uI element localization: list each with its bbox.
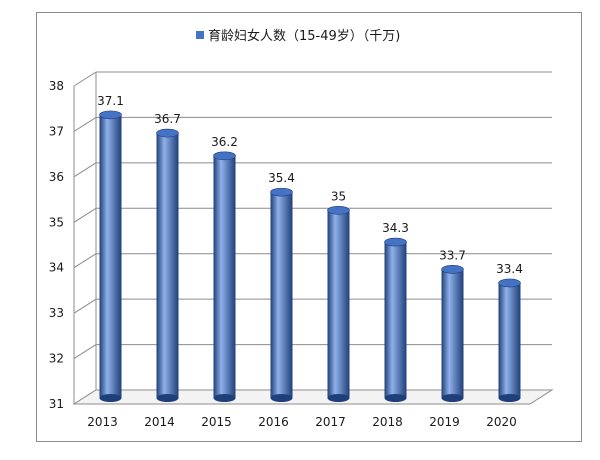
- gridlines: [73, 71, 552, 405]
- chart-frame: [36, 12, 582, 442]
- bar: [327, 205, 350, 402]
- data-labels: 37.1 36.7 36.2 35.4 35 34.3 33.7 33.4: [97, 94, 523, 276]
- gridline-depth: [73, 344, 97, 359]
- x-tick-label: 2015: [201, 415, 232, 429]
- axes: 31 32 33 34 35 36 37 38 2013 2014 2015 2016 2017 2018…: [49, 72, 554, 429]
- bar-cap: [327, 205, 350, 215]
- gridline-depth: [73, 207, 97, 223]
- bar-base: [213, 394, 236, 402]
- bar: [156, 128, 179, 402]
- bar-base: [270, 394, 293, 402]
- x-tick-label: 2016: [258, 415, 289, 429]
- bar-body: [213, 155, 236, 398]
- gridline-depth: [73, 71, 97, 87]
- legend-swatch: [196, 31, 204, 39]
- bar-body: [498, 282, 521, 398]
- bar-cap: [384, 237, 407, 247]
- bar-base: [384, 394, 407, 402]
- x-tick-label: 2018: [372, 415, 403, 429]
- bar: [99, 110, 122, 402]
- bar: [213, 151, 236, 402]
- gridline-depth: [73, 162, 97, 178]
- y-tick-label: 37: [49, 124, 64, 138]
- bar-body: [441, 269, 464, 398]
- y-tick-label: 36: [49, 170, 64, 184]
- bar: [498, 278, 521, 402]
- legend-label: 育龄妇女人数（15-49岁）（千万): [208, 28, 400, 44]
- bar-cap: [270, 187, 293, 197]
- data-label: 34.3: [382, 221, 409, 235]
- bar-base: [498, 394, 521, 402]
- bar-cap: [99, 110, 122, 120]
- data-label: 37.1: [97, 94, 124, 108]
- bar-body: [327, 210, 350, 398]
- data-label: 35.4: [268, 171, 295, 185]
- legend: 育龄妇女人数（15-49岁）（千万): [196, 28, 400, 44]
- bar: [441, 265, 464, 402]
- bar-base: [327, 394, 350, 402]
- bar-body: [99, 114, 122, 398]
- x-tick-label: 2019: [429, 415, 460, 429]
- bar-cap: [213, 151, 236, 161]
- bar-base: [156, 394, 179, 402]
- bar-base: [99, 394, 122, 402]
- y-tick-label: 33: [49, 306, 64, 320]
- bar-body: [384, 242, 407, 398]
- x-tick-label: 2014: [144, 415, 175, 429]
- bar-cap: [498, 278, 521, 288]
- y-tick-label: 35: [49, 215, 64, 229]
- gridline-depth: [73, 253, 97, 269]
- chart-floor: [72, 389, 554, 405]
- data-label: 36.7: [154, 112, 181, 126]
- y-tick-label: 34: [49, 261, 64, 275]
- x-tick-label: 2020: [486, 415, 517, 429]
- data-label: 33.4: [496, 262, 523, 276]
- bar-body: [270, 192, 293, 398]
- x-tick-label: 2017: [315, 415, 346, 429]
- bar-cap: [156, 128, 179, 138]
- gridline-depth: [73, 117, 97, 132]
- gridline-depth: [73, 298, 97, 314]
- bar-cap: [441, 265, 464, 274]
- data-label: 36.2: [211, 135, 238, 149]
- y-tick-label: 32: [49, 352, 64, 366]
- bar-base: [441, 394, 464, 402]
- bar-body: [156, 133, 179, 399]
- bar: [270, 187, 293, 402]
- y-tick-label: 38: [49, 79, 64, 93]
- x-tick-label: 2013: [87, 415, 118, 429]
- data-label: 33.7: [439, 248, 466, 262]
- y-tick-label: 31: [49, 397, 64, 411]
- bar: [384, 237, 407, 402]
- data-label: 35: [331, 189, 346, 203]
- bars: [99, 110, 521, 402]
